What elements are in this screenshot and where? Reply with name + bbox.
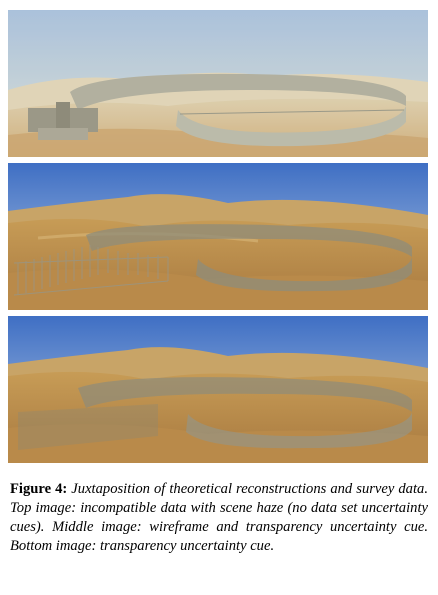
transparent-reconstruction-render bbox=[8, 316, 428, 463]
figure-caption: Figure 4: Juxtaposition of theoretical r… bbox=[10, 480, 428, 556]
figure-image-middle bbox=[8, 163, 428, 310]
ring-wall-transparent bbox=[86, 224, 412, 292]
figure-image-bottom bbox=[8, 316, 428, 463]
wireframe-reconstruction-render bbox=[8, 163, 428, 310]
ring-wall bbox=[70, 73, 406, 147]
wireframe-structure bbox=[13, 245, 169, 296]
gate-structures bbox=[28, 102, 98, 140]
figure-caption-text: Juxtaposition of theoretical reconstruct… bbox=[10, 481, 428, 554]
ring-wall-transparent bbox=[18, 377, 412, 450]
figure-label: Figure 4: bbox=[10, 481, 68, 497]
figure-image-top bbox=[8, 10, 428, 157]
hazy-reconstruction-render bbox=[8, 10, 428, 157]
